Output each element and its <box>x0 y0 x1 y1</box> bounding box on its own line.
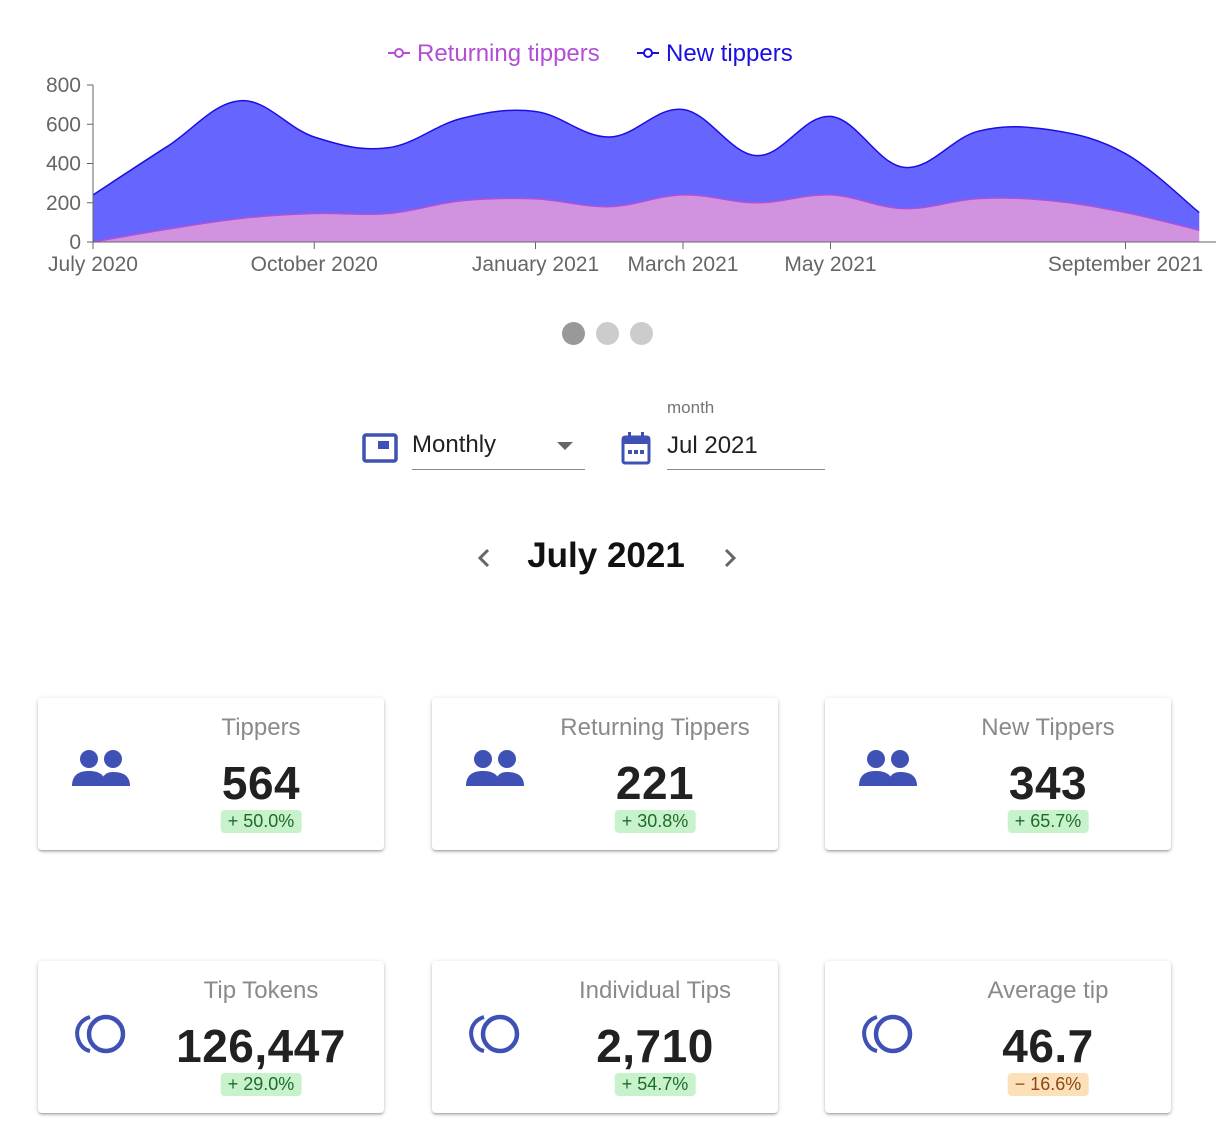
stat-card-content: Individual Tips 2,710 + 54.7% <box>532 961 778 1113</box>
period-navigation: July 2021 <box>466 532 746 584</box>
y-tick-label: 800 <box>46 74 81 97</box>
stat-card-title: Average tip <box>987 977 1109 1004</box>
tippers-area-chart: Returning tippers New tippers 0 200 400 600… <box>46 40 1216 276</box>
returning-tippers-line <box>92 194 1200 243</box>
x-tick-label: January 2021 <box>472 253 599 276</box>
coins-icon <box>857 1009 919 1059</box>
legend-new-label: New tippers <box>666 40 793 67</box>
returning-tippers-area <box>93 194 1200 242</box>
stat-card-title: Returning Tippers <box>560 714 750 741</box>
chevron-left-icon[interactable] <box>468 542 500 574</box>
carousel-dot[interactable] <box>596 322 619 345</box>
coins-icon <box>70 1009 132 1059</box>
stat-card-title: New Tippers <box>981 714 1115 741</box>
stat-card-value: 2,710 <box>596 1020 714 1072</box>
stat-card-new-tippers: New Tippers 343 + 65.7% <box>825 698 1171 850</box>
carousel-dots <box>562 322 653 345</box>
stat-card-returning-tippers: Returning Tippers 221 + 30.8% <box>432 698 778 850</box>
stat-card-individual-tips: Individual Tips 2,710 + 54.7% <box>432 961 778 1113</box>
chevron-down-icon <box>557 442 573 450</box>
stat-card-title: Tip Tokens <box>203 977 319 1004</box>
people-icon <box>70 746 132 796</box>
y-tick-label: 400 <box>46 153 81 176</box>
stat-card-tip-tokens: Tip Tokens 126,447 + 29.0% <box>38 961 384 1113</box>
month-picker-input[interactable]: Jul 2021 <box>667 420 825 470</box>
calendar-icon <box>621 432 651 465</box>
new-tippers-area <box>93 100 1200 242</box>
stat-card-value: 221 <box>615 757 695 809</box>
new-tippers-line <box>92 99 1200 214</box>
chart-axes: 0 200 400 600 800 July 2020 October 2020 Januar… <box>46 74 1216 276</box>
stat-card-value: 126,447 <box>176 1020 346 1072</box>
stat-card-change-badge: + 54.7% <box>614 1073 696 1096</box>
calendar-view-icon <box>362 433 398 463</box>
x-tick-label: July 2020 <box>48 253 138 276</box>
legend-item-returning[interactable]: Returning tippers <box>388 40 600 67</box>
stat-card-change-badge: + 29.0% <box>220 1073 302 1096</box>
month-field-label: month <box>667 398 715 417</box>
people-icon <box>857 746 919 796</box>
stat-card-content: Returning Tippers 221 + 30.8% <box>532 698 778 850</box>
period-title: July 2021 <box>527 536 685 575</box>
stat-card-content: Tip Tokens 126,447 + 29.0% <box>138 961 384 1113</box>
stat-card-average-tip: Average tip 46.7− 16.6% <box>825 961 1171 1113</box>
x-tick-label: March 2021 <box>628 253 739 276</box>
legend-returning-label: Returning tippers <box>417 40 600 67</box>
stat-card-tippers: Tippers 564 + 50.0% <box>38 698 384 850</box>
stat-card-value: 564 <box>221 757 301 809</box>
legend-new-marker-icon <box>643 48 653 58</box>
month-picker-value: Jul 2021 <box>667 432 758 459</box>
stat-card-title: Tippers <box>221 714 301 741</box>
y-tick-label: 200 <box>46 192 81 215</box>
stat-card-value: 46.7 <box>1002 1020 1094 1072</box>
plot-area <box>92 99 1200 243</box>
stat-card-title: Individual Tips <box>578 977 732 1004</box>
x-tick-label: October 2020 <box>251 253 378 276</box>
carousel-dot[interactable] <box>562 322 585 345</box>
stat-card-change-badge: + 30.8% <box>614 810 696 833</box>
period-select[interactable]: Monthly <box>412 420 585 470</box>
coins-icon <box>464 1009 526 1059</box>
chart-legend: Returning tippers New tippers <box>388 40 793 67</box>
stat-card-change-badge: − 16.6% <box>1007 1073 1089 1096</box>
period-select-value: Monthly <box>412 431 497 458</box>
stat-card-change-badge: + 65.7% <box>1007 810 1089 833</box>
legend-item-new[interactable]: New tippers <box>637 40 793 67</box>
x-tick-label: September 2021 <box>1048 253 1203 276</box>
stat-card-value: 343 <box>1008 757 1088 809</box>
stat-card-content: Tippers 564 + 50.0% <box>138 698 384 850</box>
carousel-dot[interactable] <box>630 322 653 345</box>
chevron-right-icon[interactable] <box>714 542 746 574</box>
x-tick-label: May 2021 <box>784 253 876 276</box>
people-icon <box>464 746 526 796</box>
y-tick-label: 0 <box>69 231 81 254</box>
stat-card-change-badge: + 50.0% <box>220 810 302 833</box>
legend-returning-marker-icon <box>394 48 404 58</box>
stat-card-content: Average tip 46.7− 16.6% <box>925 961 1171 1113</box>
stat-card-content: New Tippers 343 + 65.7% <box>925 698 1171 850</box>
y-tick-label: 600 <box>46 113 81 136</box>
